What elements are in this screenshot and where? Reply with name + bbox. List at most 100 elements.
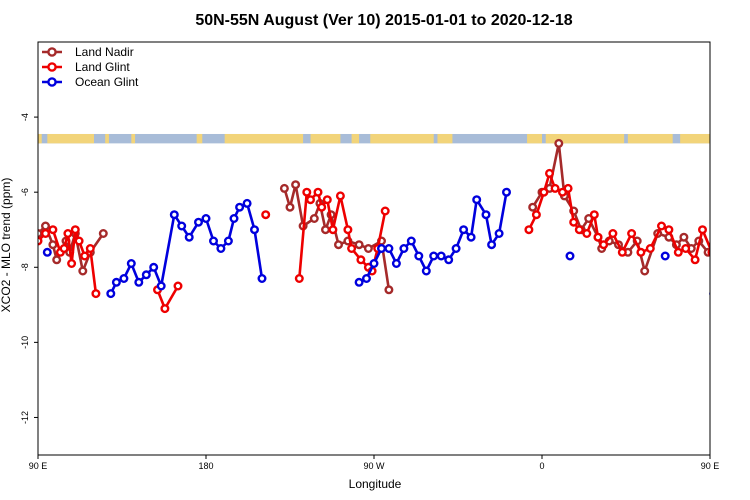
y-axis: -4 -6 -8 -10 -12 [20,113,38,424]
data-point [550,183,560,193]
legend-marker [47,47,57,57]
data-point [384,285,394,295]
data-point [563,183,573,193]
chart-title: 50N-55N August (Ver 10) 2015-01-01 to 20… [195,12,572,29]
data-point [302,187,312,197]
series-layer [38,138,710,314]
data-point [184,232,194,242]
data-point [472,195,482,205]
data-point [80,251,90,261]
x-tick-label: 90 W [363,461,385,471]
data-point [235,202,245,212]
data-point [362,274,372,284]
data-point [608,228,618,238]
data-point [173,281,183,291]
data-point [502,187,512,197]
data-point [698,225,708,235]
data-point [208,236,218,246]
y-tick-label: -6 [20,188,30,196]
land-band-13 [680,133,710,144]
x-tick-label: 90 E [701,461,720,471]
data-point [78,266,88,276]
data-point [335,191,345,201]
data-point [569,217,579,227]
series-ocean-glint [42,187,710,299]
data-point [309,213,319,223]
legend-item: Land Glint [42,60,130,74]
x-tick-label: 0 [539,461,544,471]
legend-label: Land Glint [75,60,130,74]
land-band-9 [437,133,453,144]
data-point [681,243,691,253]
x-axis: 90 E 180 90 W 0 90 E [29,455,720,471]
land-band-5 [224,133,304,144]
data-point [539,187,549,197]
land-band-4 [196,133,203,144]
data-point [645,243,655,253]
x-tick-label: 90 E [29,461,48,471]
data-point [134,277,144,287]
data-point [528,202,538,212]
data-point [261,210,271,220]
legend-item: Ocean Glint [42,75,139,89]
data-point [399,243,409,253]
data-point [627,228,637,238]
data-point [48,240,58,250]
data-point [328,225,338,235]
data-point [589,210,599,220]
land-band-0 [38,133,42,144]
data-point [444,255,454,265]
data-point [565,251,575,261]
land-band-7 [351,133,360,144]
data-point [466,232,476,242]
data-point [421,266,431,276]
data-point [377,243,387,253]
data-point [70,225,80,235]
data-point [85,243,95,253]
legend-item: Land Nadir [42,45,134,59]
data-point [391,259,401,269]
land-band-3 [131,133,136,144]
data-point [414,251,424,261]
data-point [67,259,77,269]
data-point [531,210,541,220]
data-point [98,228,108,238]
data-point [679,232,689,242]
y-tick-label: -8 [20,263,30,271]
data-point [664,225,674,235]
data-point [160,304,170,314]
data-point [126,259,136,269]
data-point [291,180,301,190]
data-point [111,277,121,287]
data-point [451,243,461,253]
data-point [640,266,650,276]
data-point [313,187,323,197]
land-band-1 [47,133,94,144]
data-point [593,232,603,242]
data-point [42,247,52,257]
data-point [193,217,203,227]
data-point [169,210,179,220]
legend-marker [47,77,57,87]
data-point [294,274,304,284]
data-point [369,259,379,269]
data-point [41,221,51,231]
data-point [554,138,564,148]
data-point [91,289,101,299]
legend-label: Land Nadir [75,45,134,59]
land-band-2 [105,133,109,144]
data-point [59,243,69,253]
data-point [334,240,344,250]
data-point [356,255,366,265]
y-axis-label: XCO2 - MLO trend (ppm) [0,178,13,313]
data-point [524,225,534,235]
data-point [201,213,211,223]
data-point [690,255,700,265]
data-point [321,225,331,235]
data-point [74,236,84,246]
land-band-6 [310,133,341,144]
data-point [279,183,289,193]
data-point [317,202,327,212]
